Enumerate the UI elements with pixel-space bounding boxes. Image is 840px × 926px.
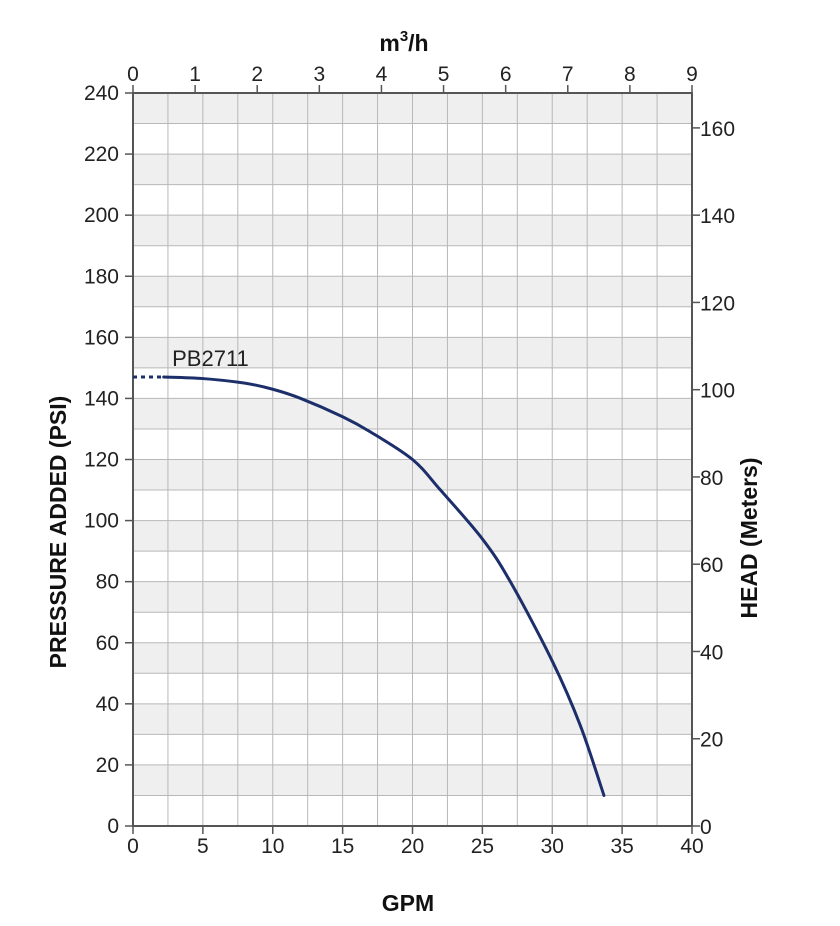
y2-tick-label: 140: [700, 205, 735, 228]
y-tick-label: 180: [84, 265, 119, 288]
series-label: PB2711: [172, 346, 249, 371]
x2-tick-label: 3: [313, 63, 325, 86]
y2-tick-label: 160: [700, 118, 735, 141]
y-tick-label: 200: [84, 204, 119, 227]
x-tick-label: 35: [610, 835, 633, 858]
y-tick-label: 80: [96, 571, 119, 594]
y-tick-label: 0: [107, 815, 119, 838]
y-tick-label: 100: [84, 510, 119, 533]
y-tick-label: 240: [84, 82, 119, 105]
top-axis-title: m3/h: [379, 28, 428, 56]
top-axis-title-exponent: 3: [400, 28, 408, 45]
x2-tick-label: 8: [624, 63, 636, 86]
y-tick-label: 120: [84, 449, 119, 472]
y-axis-title: PRESSURE ADDED (PSI): [45, 396, 71, 669]
y2-tick-label: 80: [700, 467, 723, 490]
y2-tick-label: 20: [700, 729, 723, 752]
x2-tick-label: 2: [251, 63, 263, 86]
x2-tick-label: 0: [127, 63, 139, 86]
y2-tick-label: 60: [700, 554, 723, 577]
tick-marks: [125, 85, 700, 834]
x2-tick-label: 4: [376, 63, 388, 86]
x-tick-label: 0: [127, 835, 139, 858]
y-tick-label: 40: [96, 693, 119, 716]
x-tick-label: 10: [261, 835, 284, 858]
x2-tick-label: 7: [562, 63, 574, 86]
y2-tick-label: 120: [700, 292, 735, 315]
y-tick-label: 20: [96, 754, 119, 777]
top-axis-title-unit: /h: [408, 30, 428, 56]
y2-tick-label: 0: [700, 816, 712, 839]
top-axis-title-m: m: [379, 30, 399, 56]
y-tick-label: 140: [84, 387, 119, 410]
x2-tick-label: 6: [500, 63, 512, 86]
y-tick-label: 60: [96, 632, 119, 655]
y2-tick-label: 40: [700, 641, 723, 664]
y2-tick-label: 100: [700, 380, 735, 403]
x-tick-label: 25: [471, 835, 494, 858]
x2-tick-label: 5: [438, 63, 450, 86]
series-layer: PB2711: [133, 346, 606, 797]
right-axis-title: HEAD (Meters): [736, 457, 762, 618]
x-tick-label: 15: [331, 835, 354, 858]
y-tick-label: 220: [84, 143, 119, 166]
x-tick-label: 40: [680, 835, 703, 858]
y-tick-label: 160: [84, 326, 119, 349]
x2-tick-label: 9: [686, 63, 698, 86]
tick-labels: 0 5 10 15 20 25 30 35 400 1 2 3 4 5 6 7 8 902040608010012…: [84, 63, 735, 858]
x-tick-label: 30: [541, 835, 564, 858]
x2-tick-label: 1: [189, 63, 201, 86]
x-tick-label: 5: [197, 835, 209, 858]
x-axis-title: GPM: [382, 890, 434, 916]
x-tick-label: 20: [401, 835, 424, 858]
series-line-PB2711: [162, 375, 606, 797]
